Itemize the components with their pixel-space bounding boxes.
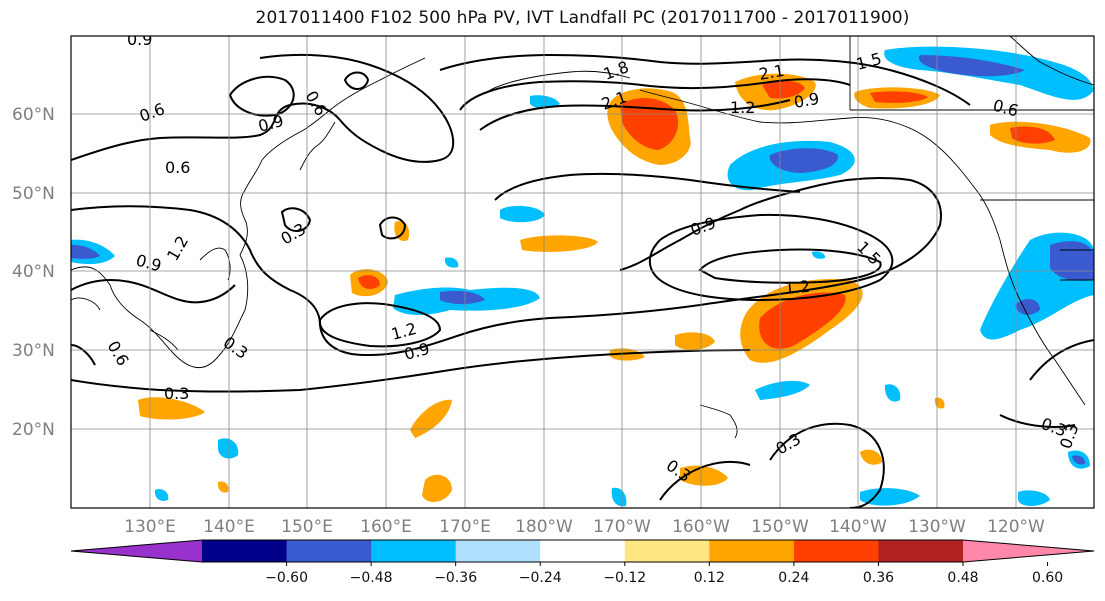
contour-label: 1.2 [784, 277, 811, 298]
colorbar-segment [793, 540, 879, 562]
lat-label: 50°N [12, 184, 55, 204]
colorbar-segment [709, 540, 795, 562]
map-area [71, 36, 1094, 508]
pv-contours [71, 53, 1094, 508]
lon-label: 160°E [360, 517, 412, 537]
chart-title: 2017011400 F102 500 hPa PV, IVT Landfall… [255, 8, 910, 28]
contour-label: 0.9 [792, 89, 820, 112]
lat-label: 20°N [12, 420, 55, 440]
colorbar-tick-label: −0.36 [434, 570, 477, 586]
colorbar-tick-label: 0.60 [1032, 570, 1063, 586]
colorbar-extend-max [963, 540, 1094, 562]
colorbar-tick-label: −0.60 [265, 570, 308, 586]
lon-label: 140°E [203, 517, 255, 537]
lon-label: 120°W [987, 517, 1045, 537]
lon-label: 130°W [908, 517, 966, 537]
colorbar-tick-label: 0.36 [863, 570, 894, 586]
colorbar-tick-label: −0.48 [350, 570, 393, 586]
latitude-labels: 60°N 50°N 40°N 30°N 20°N [12, 105, 55, 440]
colorbar-segment [624, 540, 710, 562]
lon-label: 160°W [672, 517, 730, 537]
lon-label: 170°E [439, 517, 491, 537]
colorbar-segment [286, 540, 372, 562]
lon-label: 130°E [124, 517, 176, 537]
lat-label: 40°N [12, 262, 55, 282]
colorbar-tick-label: −0.24 [519, 570, 562, 586]
colorbar-segments [70, 539, 1095, 563]
contour-label: 0.3 [164, 384, 189, 403]
ivt-shading [71, 46, 1094, 507]
colorbar-tick-label: 0.24 [778, 570, 809, 586]
lon-label: 170°W [593, 517, 651, 537]
colorbar-ticks: −0.60 −0.48 −0.36 −0.24 −0.12 0.12 0.24 0.36 0.4… [265, 562, 1063, 586]
lat-label: 30°N [12, 341, 55, 361]
map-frame [70, 35, 1095, 509]
colorbar-segment [455, 540, 541, 562]
lat-label: 60°N [12, 105, 55, 125]
colorbar-tick-label: −0.12 [603, 570, 646, 586]
colorbar-outline [70, 539, 1095, 563]
colorbar-segment [878, 540, 964, 562]
contour-label: 1.2 [730, 98, 755, 117]
colorbar: −0.60 −0.48 −0.36 −0.24 −0.12 0.12 0.24 0.36 0.4… [70, 539, 1095, 586]
lon-label: 150°E [281, 517, 333, 537]
contour-label: 0.9 [127, 30, 152, 49]
colorbar-tick-label: 0.48 [947, 570, 978, 586]
colorbar-segment [202, 540, 288, 562]
longitude-labels: 130°E 140°E 150°E 160°E 170°E 180°W 170°… [124, 517, 1045, 537]
graticule [71, 36, 1094, 508]
lon-label: 180°W [515, 517, 573, 537]
colorbar-segment [540, 540, 626, 562]
colorbar-tick-label: 0.12 [694, 570, 725, 586]
lon-label: 140°W [829, 517, 887, 537]
contour-label: 2.1 [757, 61, 785, 84]
lon-label: 150°W [751, 517, 809, 537]
coastlines [71, 36, 1094, 439]
colorbar-segment [371, 540, 457, 562]
contour-label: 0.6 [165, 158, 190, 177]
colorbar-extend-min [71, 540, 202, 562]
